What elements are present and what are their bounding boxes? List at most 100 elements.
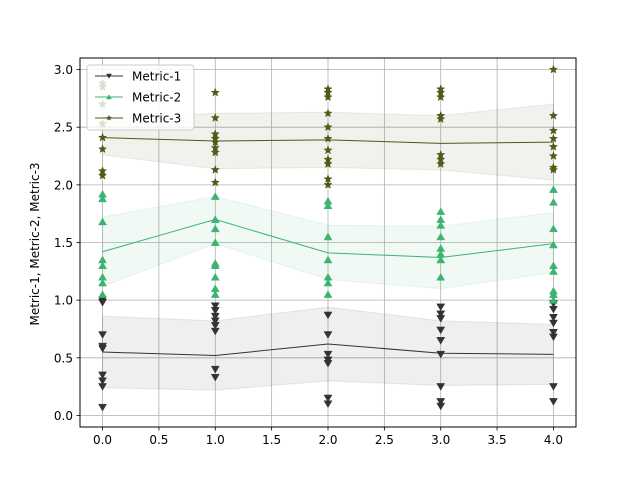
data-point-2 — [549, 267, 558, 275]
data-point-1 — [323, 311, 333, 320]
data-point-2 — [436, 215, 446, 223]
data-point-3 — [436, 110, 446, 120]
legend-label-2: Metric-2 — [132, 91, 181, 105]
y-tick-label: 2.5 — [54, 121, 73, 135]
data-point-1 — [98, 403, 107, 412]
data-point-3 — [323, 87, 333, 97]
data-point-1 — [436, 326, 446, 335]
data-point-2 — [549, 286, 558, 295]
data-point-1 — [549, 398, 558, 406]
y-tick-label: 1.0 — [54, 294, 73, 308]
data-point-2 — [436, 273, 446, 281]
data-point-1 — [210, 373, 220, 382]
data-point-1 — [436, 383, 446, 391]
data-point-1 — [323, 394, 333, 403]
x-tick-label: 1.0 — [206, 433, 225, 447]
legend-box — [86, 64, 195, 131]
series-line-2 — [102, 218, 554, 258]
data-point-1 — [210, 302, 220, 311]
data-point-1 — [210, 365, 220, 374]
data-point-2 — [98, 217, 107, 226]
x-tick-label: 4.0 — [544, 433, 563, 447]
data-point-1 — [436, 398, 446, 406]
data-point-3 — [436, 154, 446, 164]
data-point-2 — [210, 192, 220, 200]
data-point-2 — [549, 240, 558, 249]
data-point-2 — [210, 224, 220, 233]
data-point-3 — [436, 114, 446, 124]
data-point-1 — [436, 303, 446, 312]
data-point-2 — [210, 273, 220, 281]
series-line-1 — [102, 343, 554, 357]
legend-marker-3 — [105, 114, 113, 121]
legend-marker-2 — [106, 94, 112, 100]
data-point-3 — [97, 170, 108, 180]
data-point-1 — [323, 350, 333, 359]
data-point-2 — [436, 244, 446, 252]
data-point-1 — [98, 331, 107, 339]
data-point-1 — [98, 371, 107, 380]
data-point-2 — [98, 290, 107, 298]
data-point-2 — [98, 261, 107, 270]
y-tick-label: 1.5 — [54, 236, 73, 250]
legend-label-3: Metric-3 — [132, 112, 181, 126]
x-tick-label: 0.0 — [93, 433, 112, 447]
data-point-2 — [549, 296, 558, 304]
data-point-2 — [210, 259, 220, 267]
data-point-3 — [548, 151, 559, 160]
data-point-2 — [436, 255, 446, 264]
data-point-3 — [323, 159, 333, 169]
data-point-3 — [323, 174, 333, 184]
data-point-1 — [549, 383, 558, 391]
data-point-3 — [548, 64, 559, 74]
data-point-3 — [323, 133, 333, 143]
y-tick-label: 3.0 — [54, 63, 73, 77]
data-point-2 — [323, 273, 333, 281]
data-point-3 — [548, 110, 559, 120]
legend: Metric-1 Metric-2 Metric-3 — [86, 64, 195, 131]
data-point-1 — [549, 328, 558, 337]
data-point-3 — [210, 129, 220, 139]
x-tick-label: 1.5 — [262, 433, 281, 447]
data-point-2 — [436, 207, 446, 215]
data-point-2 — [436, 232, 446, 241]
data-point-3 — [323, 108, 333, 118]
x-tick-label: 2.0 — [318, 433, 337, 447]
data-point-2 — [98, 189, 107, 198]
data-point-3 — [436, 84, 446, 94]
data-point-2 — [436, 249, 446, 258]
data-point-3 — [548, 125, 559, 135]
data-point-2 — [549, 261, 558, 270]
data-point-3 — [548, 141, 559, 151]
data-point-1 — [436, 337, 446, 345]
data-point-3 — [323, 179, 333, 189]
data-point-3 — [323, 84, 333, 94]
data-point-2 — [549, 198, 558, 206]
x-tick-label: 3.5 — [488, 433, 507, 447]
x-tick-label: 2.5 — [375, 433, 394, 447]
x-axis-ticks: 0.0 0.5 1.0 1.5 2.0 2.5 3.0 3.5 4.0 — [93, 427, 563, 447]
y-tick-label: 0.0 — [54, 409, 73, 423]
data-point-3 — [436, 87, 446, 97]
data-point-3 — [323, 122, 333, 132]
data-point-3 — [210, 137, 220, 147]
data-point-3 — [323, 154, 333, 164]
x-tick-label: 3.0 — [431, 433, 450, 447]
data-point-3 — [210, 164, 220, 174]
data-point-3 — [548, 133, 559, 143]
data-point-2 — [323, 201, 333, 210]
data-point-2 — [98, 194, 107, 203]
data-point-3 — [210, 147, 220, 157]
y-tick-label: 0.5 — [54, 351, 73, 365]
data-point-2 — [323, 278, 333, 287]
data-point-2 — [549, 224, 558, 233]
data-point-3 — [210, 143, 220, 152]
data-point-1 — [436, 350, 446, 359]
legend-marker-1 — [106, 73, 112, 79]
data-point-3 — [436, 159, 446, 169]
data-point-3 — [323, 145, 333, 155]
data-point-3 — [97, 144, 108, 154]
data-point-2 — [98, 255, 107, 264]
y-axis-ticks: 0.0 0.5 1.0 1.5 2.0 2.5 3.0 — [54, 63, 80, 423]
